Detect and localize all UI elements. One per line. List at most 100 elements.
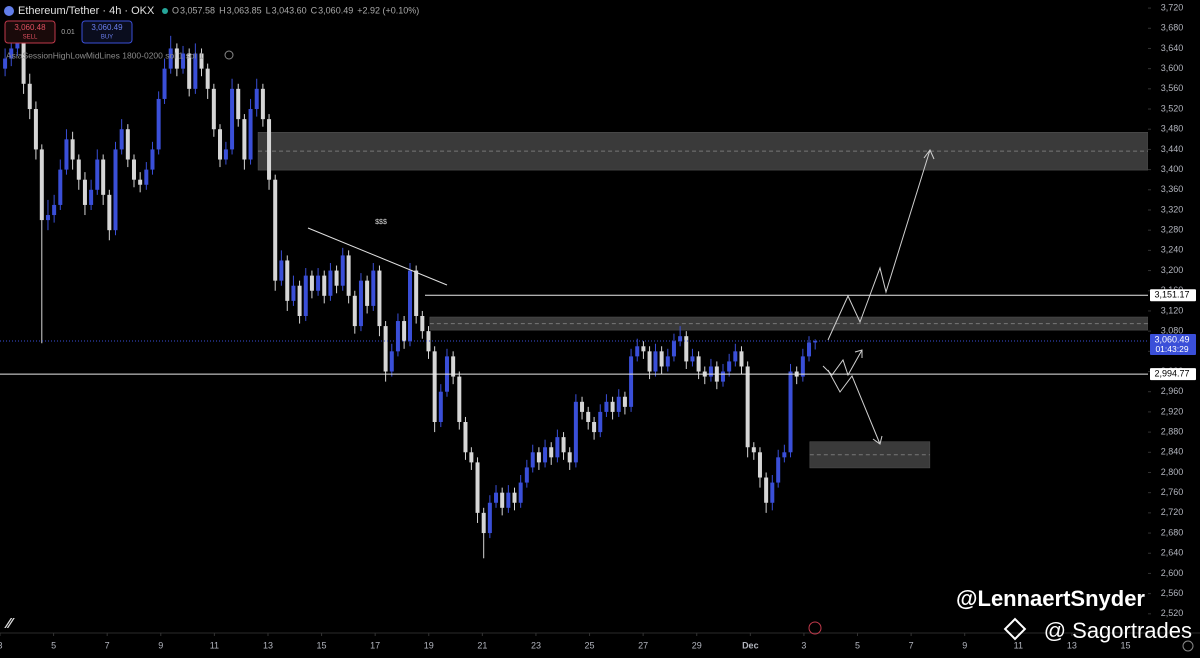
- candle-body: [402, 321, 407, 342]
- candle-body: [187, 53, 192, 89]
- y-tick-label: 2,560: [1161, 588, 1184, 598]
- candle-body: [273, 179, 278, 281]
- sell-price: 3,060.48: [14, 23, 46, 32]
- y-tick-label: 3,480: [1161, 124, 1184, 134]
- x-tick-label: 3: [0, 640, 3, 650]
- candle-body: [641, 346, 646, 352]
- candle-body: [316, 275, 321, 291]
- candle-body: [586, 411, 591, 422]
- y-tick-label: 3,520: [1161, 103, 1184, 113]
- candle-body: [530, 452, 535, 468]
- settings-icon[interactable]: [1182, 640, 1194, 652]
- candle-body: [813, 340, 818, 343]
- candle-body: [727, 361, 732, 372]
- candle-body: [512, 492, 517, 503]
- y-tick-label: 2,920: [1161, 406, 1184, 416]
- candle-body: [549, 447, 554, 458]
- x-tick-label: 27: [638, 640, 648, 650]
- candle-body: [144, 169, 149, 185]
- candle-body: [199, 53, 204, 69]
- x-tick-label: 17: [370, 640, 380, 650]
- x-tick-label: 13: [1067, 640, 1077, 650]
- ohlc-label: L: [266, 5, 271, 15]
- candle-body: [592, 422, 597, 433]
- y-tick-label: 2,760: [1161, 487, 1184, 497]
- candle-body: [451, 356, 456, 377]
- candle-body: [205, 68, 210, 89]
- candle-body: [64, 139, 69, 170]
- y-tick-label: 3,720: [1161, 2, 1184, 12]
- candle-body: [500, 492, 505, 508]
- candle-body: [733, 351, 738, 362]
- buy-button[interactable]: [81, 20, 133, 44]
- y-tick-label: 3,200: [1161, 265, 1184, 275]
- candle-body: [567, 452, 572, 463]
- candle-body: [346, 255, 351, 296]
- y-tick-label: 3,680: [1161, 23, 1184, 33]
- candle-body: [598, 411, 603, 433]
- candle-body: [89, 189, 94, 205]
- candle-body: [125, 129, 130, 160]
- candle-body: [76, 159, 81, 180]
- candle-body: [764, 477, 769, 503]
- ohlc-value: 3,063.85: [227, 5, 262, 15]
- candle-body: [561, 437, 566, 453]
- candle-body: [543, 447, 548, 463]
- candle-body: [776, 457, 781, 483]
- candle-body: [285, 260, 290, 301]
- candle-body: [303, 275, 308, 316]
- candle-body: [279, 260, 284, 281]
- candle-body: [536, 452, 541, 463]
- candle-body: [70, 139, 75, 160]
- candle-body: [800, 356, 805, 377]
- candle-body: [573, 401, 578, 463]
- level-tag: [1150, 368, 1196, 381]
- candle-body: [494, 492, 499, 503]
- y-tick-label: 3,360: [1161, 184, 1184, 194]
- symbol: Ethereum/Tether · 4h · OKX: [18, 5, 155, 17]
- last-price-label: 3,060.49: [1154, 334, 1189, 344]
- sell-button[interactable]: [4, 20, 56, 44]
- candle-body: [328, 270, 333, 296]
- arrow-head: [854, 349, 863, 358]
- candle-body: [708, 366, 713, 377]
- candle-body: [745, 366, 750, 448]
- y-tick-label: 2,880: [1161, 426, 1184, 436]
- x-tick-label: 11: [1014, 640, 1023, 650]
- candle-body: [659, 351, 664, 367]
- y-tick-label: 3,560: [1161, 83, 1184, 93]
- candle-body: [131, 159, 136, 180]
- last-price-tag: [1150, 333, 1196, 355]
- x-tick-label: 15: [317, 640, 327, 650]
- candle-body: [3, 58, 8, 69]
- x-tick-label: 25: [585, 640, 595, 650]
- trend-line: [307, 227, 448, 286]
- zone: [809, 441, 931, 469]
- x-tick-label: 5: [855, 640, 860, 650]
- candle-body: [438, 391, 443, 422]
- event-icon: [808, 621, 822, 635]
- countdown: 01:43:29: [1155, 344, 1188, 354]
- candle-body: [604, 401, 609, 412]
- candle-body: [236, 88, 241, 120]
- visibility-icon[interactable]: [224, 50, 234, 60]
- candle-body: [457, 376, 462, 422]
- candle-body: [119, 129, 124, 150]
- symbol-icon: [4, 6, 14, 16]
- x-tick-label: Dec: [742, 640, 759, 650]
- candle-body: [33, 109, 38, 150]
- candle-body: [309, 275, 314, 291]
- candle-body: [45, 215, 50, 221]
- y-tick-label: 2,640: [1161, 548, 1184, 558]
- candle-body: [463, 422, 468, 453]
- level-label: 3,151.17: [1154, 290, 1189, 300]
- x-tick-label: 7: [909, 640, 914, 650]
- candle-body: [383, 326, 388, 372]
- candle-body: [168, 48, 173, 69]
- candle-body: [218, 129, 223, 160]
- candle-body: [230, 88, 235, 150]
- candle-body: [524, 467, 529, 483]
- candle-body: [616, 396, 621, 412]
- watermark: @ Sagortrades: [1044, 618, 1192, 643]
